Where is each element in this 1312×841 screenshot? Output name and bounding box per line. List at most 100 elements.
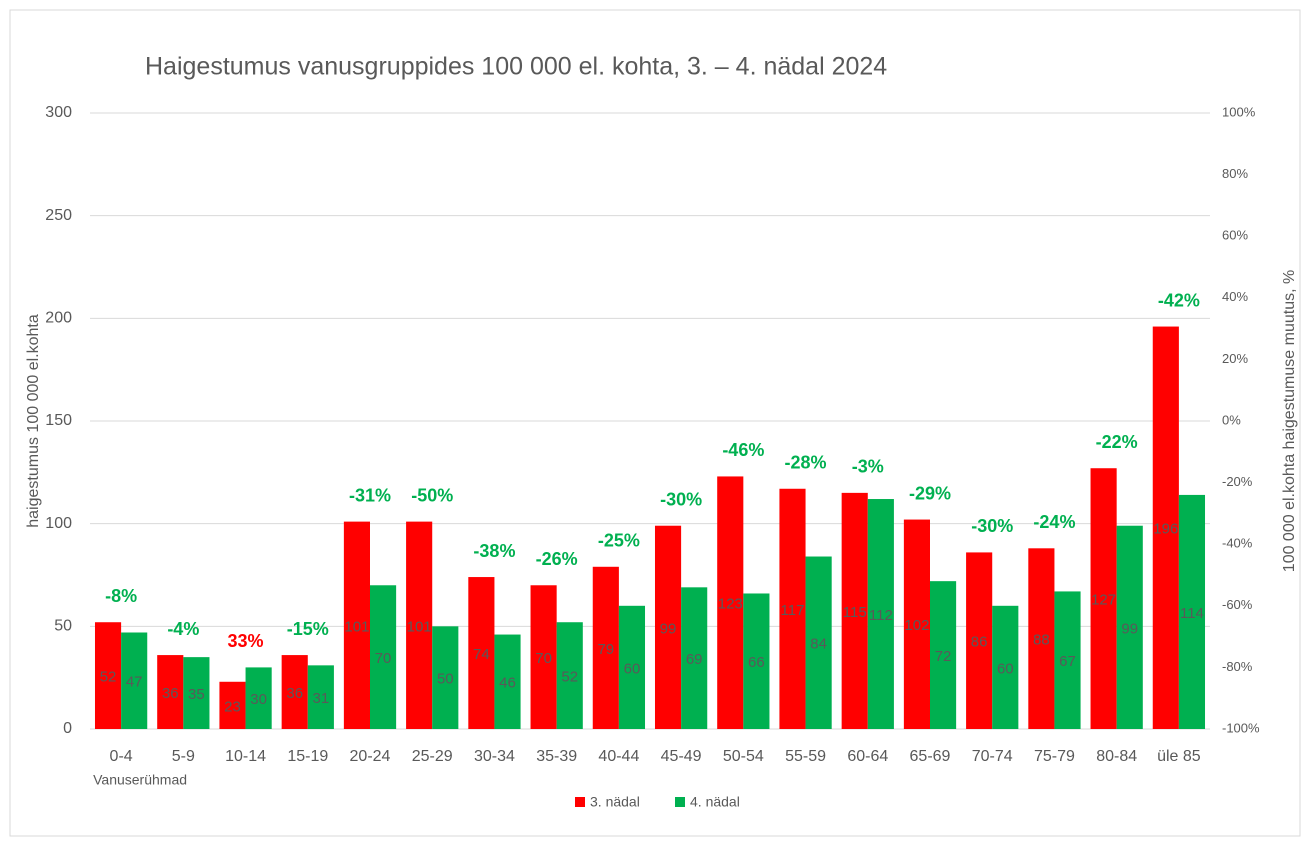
change-label: -38% bbox=[473, 541, 515, 561]
bar bbox=[370, 585, 397, 729]
data-label: 52 bbox=[100, 669, 117, 686]
x-tick-label: 5-9 bbox=[172, 748, 195, 765]
bar bbox=[406, 521, 433, 729]
x-tick-label: 55-59 bbox=[785, 748, 826, 765]
y2-tick-label: 60% bbox=[1222, 228, 1248, 243]
data-label: 86 bbox=[971, 634, 988, 651]
bar bbox=[343, 521, 370, 729]
bar bbox=[494, 634, 521, 729]
data-label: 60 bbox=[997, 660, 1014, 677]
bar bbox=[1178, 494, 1206, 729]
bar bbox=[245, 667, 272, 729]
x-tick-label: 0-4 bbox=[110, 748, 133, 765]
bar bbox=[654, 525, 682, 729]
data-label: 66 bbox=[748, 654, 765, 671]
x-tick-label: 25-29 bbox=[412, 748, 453, 765]
change-label: -3% bbox=[852, 457, 884, 477]
x-tick-label: 10-14 bbox=[225, 748, 266, 765]
bar bbox=[307, 665, 334, 729]
data-label: 31 bbox=[313, 690, 330, 707]
data-label: 74 bbox=[473, 646, 490, 663]
legend-label: 4. nädal bbox=[690, 794, 740, 810]
data-label: 36 bbox=[162, 685, 179, 702]
bar bbox=[556, 622, 583, 729]
data-label: 23 bbox=[224, 698, 241, 715]
x-tick-label: 40-44 bbox=[598, 748, 639, 765]
y-tick-label: 0 bbox=[63, 720, 72, 737]
x-tick-label: 70-74 bbox=[972, 748, 1013, 765]
bar bbox=[930, 581, 957, 729]
data-label: 70 bbox=[535, 650, 552, 667]
bar bbox=[1090, 468, 1117, 729]
y2-tick-label: 0% bbox=[1222, 412, 1241, 427]
x-tick-label: 60-64 bbox=[847, 748, 888, 765]
bar bbox=[219, 681, 246, 729]
change-label: -30% bbox=[660, 489, 702, 509]
data-label: 46 bbox=[499, 675, 516, 692]
bar bbox=[805, 556, 832, 729]
change-label: -4% bbox=[167, 619, 199, 639]
bar bbox=[717, 476, 744, 729]
x-tick-label: 20-24 bbox=[350, 748, 391, 765]
bar bbox=[681, 587, 708, 729]
x-tick-label: 50-54 bbox=[723, 748, 764, 765]
data-label: 102 bbox=[904, 617, 929, 634]
data-label: 30 bbox=[250, 691, 267, 708]
data-label: 52 bbox=[561, 669, 578, 686]
y2-tick-label: -40% bbox=[1222, 536, 1253, 551]
y-tick-label: 250 bbox=[45, 207, 72, 224]
y2-tick-label: 80% bbox=[1222, 166, 1248, 181]
data-label: 35 bbox=[188, 686, 205, 703]
bar bbox=[1054, 591, 1081, 729]
change-label: -42% bbox=[1158, 290, 1200, 310]
data-label: 196 bbox=[1153, 521, 1178, 538]
bar bbox=[841, 492, 868, 729]
data-label: 99 bbox=[1121, 620, 1138, 637]
change-label: -25% bbox=[598, 531, 640, 551]
change-label: -15% bbox=[287, 619, 329, 639]
data-label: 36 bbox=[286, 685, 303, 702]
bar bbox=[1116, 525, 1143, 729]
change-label: -30% bbox=[971, 516, 1013, 536]
bar bbox=[1152, 326, 1179, 729]
data-label: 114 bbox=[1180, 605, 1204, 622]
change-label: -26% bbox=[536, 549, 578, 569]
y2-tick-label: -100% bbox=[1222, 720, 1260, 735]
y-tick-label: 200 bbox=[45, 310, 72, 327]
data-label: 50 bbox=[437, 671, 454, 688]
bar bbox=[94, 622, 122, 729]
change-label: 33% bbox=[228, 631, 264, 651]
x-tick-label: 30-34 bbox=[474, 748, 515, 765]
data-label: 115 bbox=[843, 604, 867, 621]
bar bbox=[966, 552, 993, 729]
data-label: 60 bbox=[624, 660, 641, 677]
bar bbox=[281, 655, 308, 729]
change-label: -28% bbox=[785, 453, 827, 473]
y-tick-label: 150 bbox=[45, 412, 72, 429]
bar bbox=[530, 585, 557, 729]
y2-tick-label: 20% bbox=[1222, 351, 1248, 366]
data-label: 67 bbox=[1059, 653, 1076, 670]
data-label: 70 bbox=[375, 650, 392, 667]
data-label: 117 bbox=[781, 602, 805, 619]
bar bbox=[121, 632, 148, 729]
data-label: 112 bbox=[869, 607, 893, 624]
x-tick-label: 75-79 bbox=[1034, 748, 1075, 765]
data-label: 88 bbox=[1033, 632, 1050, 649]
bar bbox=[779, 488, 806, 729]
y-tick-label: 50 bbox=[54, 618, 72, 635]
data-label: 79 bbox=[597, 641, 614, 658]
bar bbox=[618, 605, 646, 729]
bar bbox=[592, 566, 619, 729]
data-label: 84 bbox=[810, 636, 827, 653]
y2-tick-label: 40% bbox=[1222, 289, 1248, 304]
y2-tick-label: -60% bbox=[1222, 597, 1253, 612]
bar bbox=[157, 655, 184, 729]
data-label: 72 bbox=[935, 648, 952, 665]
y2-tick-label: -20% bbox=[1222, 474, 1253, 489]
bar bbox=[432, 626, 459, 729]
change-label: -22% bbox=[1096, 432, 1138, 452]
bar bbox=[468, 577, 495, 729]
